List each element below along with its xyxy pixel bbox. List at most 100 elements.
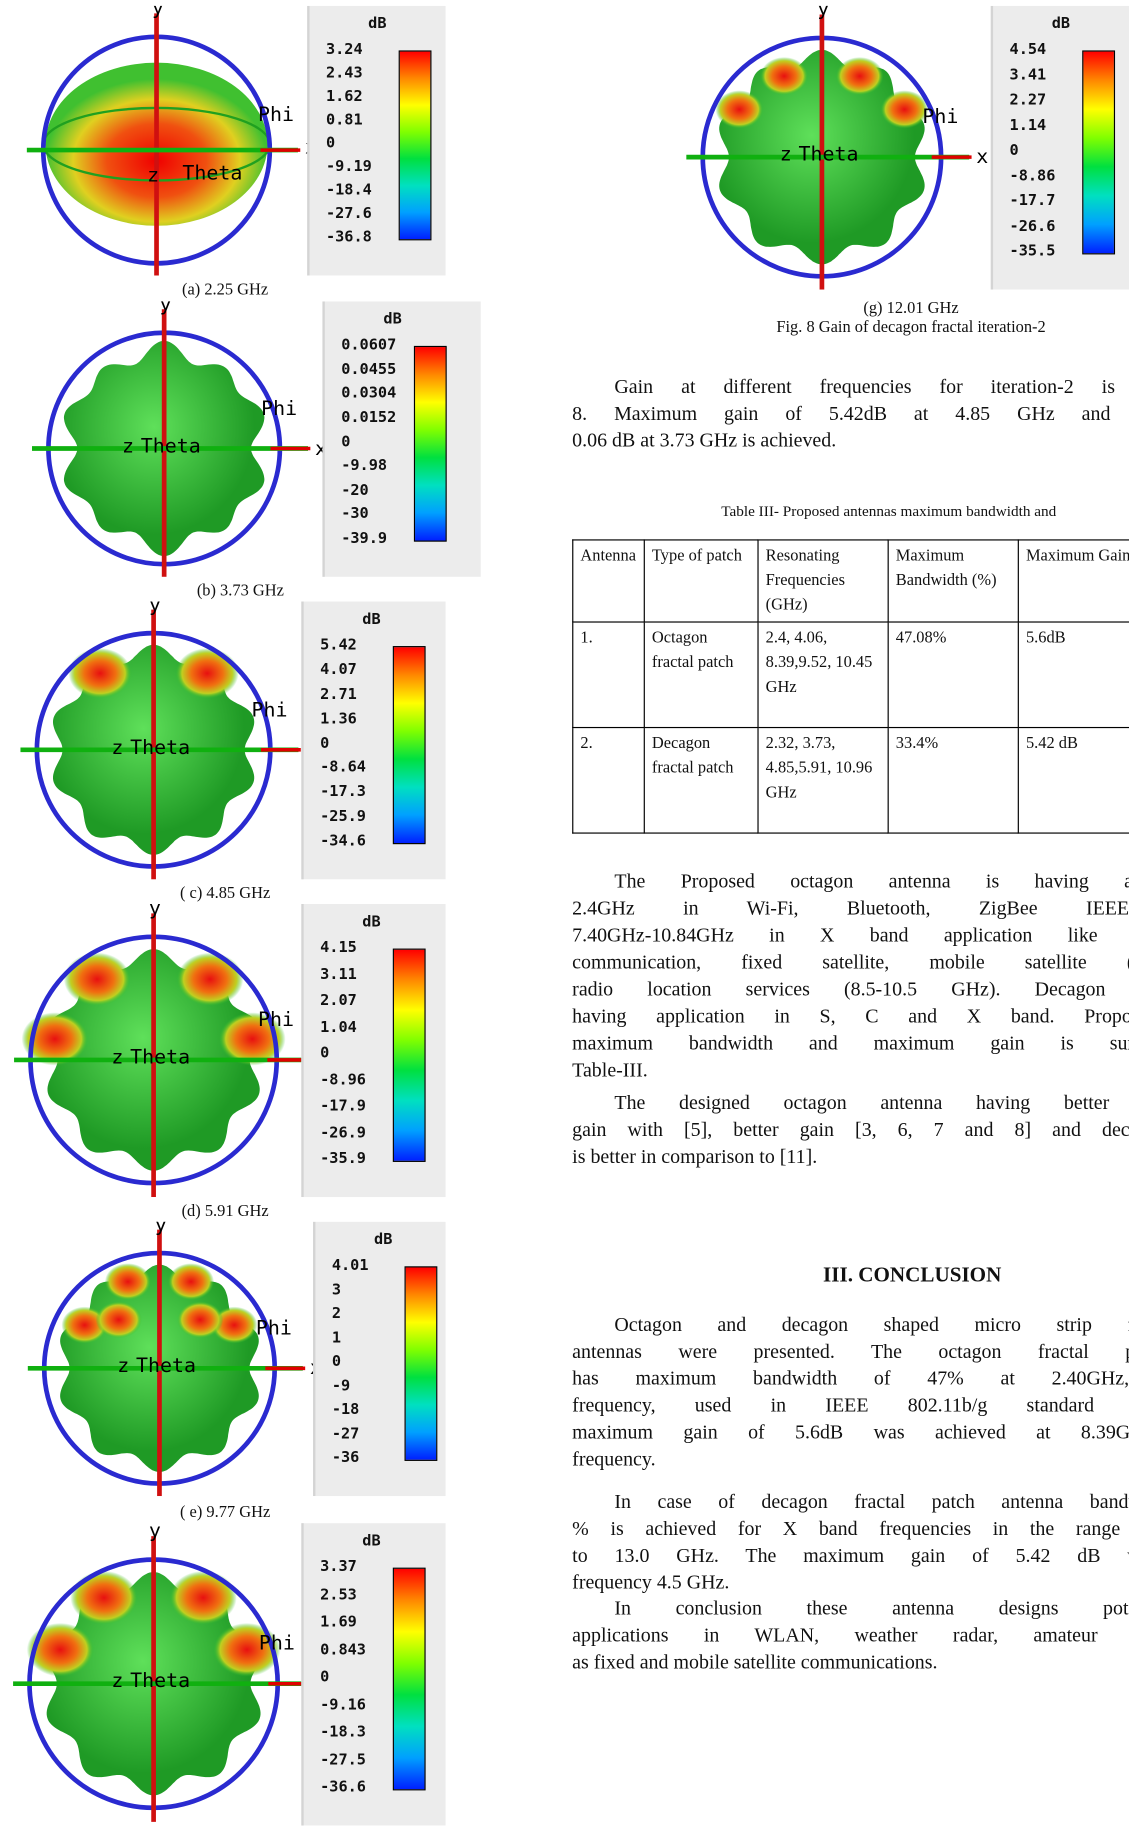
text-line: The designed octagon antenna having bett… [572, 1092, 1129, 1115]
text-line: applications in WLAN, weather radar, ama… [572, 1624, 1129, 1647]
radiation-pattern [6, 6, 307, 276]
cell: 5.42 dB [1018, 728, 1129, 834]
colorbar-label: -8.86 [1010, 167, 1056, 185]
colorbar-label: 0 [332, 1353, 341, 1371]
axis-label: z [117, 1354, 129, 1377]
colorbar-label: 1.69 [320, 1613, 357, 1631]
axis-label: y [149, 1523, 161, 1543]
colorbar-label: 2.43 [326, 64, 363, 82]
colorbar-label: -30 [341, 506, 369, 524]
colorbar-label: -34.6 [320, 832, 366, 850]
axis-label: z [122, 434, 134, 457]
axis-label: Phi [258, 1008, 294, 1031]
colorbar-gradient [393, 1568, 426, 1791]
colorbar: dB0.06070.04550.03040.01520-9.98-20-30-3… [322, 301, 480, 577]
colorbar-gradient [399, 50, 432, 240]
text-line: maximum gain of 5.6dB was achieved at 8.… [572, 1421, 1129, 1444]
colorbar-label: 2.07 [320, 992, 357, 1010]
colorbar-gradient [414, 346, 447, 542]
colorbar-unit: dB [362, 1532, 380, 1550]
colorbar-label: 0 [320, 1045, 329, 1063]
colorbar-label: 4.01 [332, 1257, 369, 1275]
text-line: having application in S, C and X band. P… [572, 1005, 1129, 1028]
axis-label: Theta [798, 143, 858, 166]
header-cell: Maximum Gain (dB) [1018, 540, 1129, 622]
colorbar-unit: dB [1052, 15, 1070, 33]
colorbar: dB4.013210-9-18-27-36 [313, 1222, 445, 1496]
colorbar-label: -25.9 [320, 808, 366, 826]
colorbar-label: 2.27 [1010, 91, 1047, 109]
colorbar-label: -27 [332, 1425, 360, 1443]
colorbar-label: -18.3 [320, 1724, 366, 1742]
colorbar-label: 0 [326, 135, 335, 153]
colorbar-label: 0.843 [320, 1641, 366, 1659]
colorbar: dB5.424.072.711.360-8.64-17.3-25.9-34.6 [301, 601, 445, 879]
axis-label: Phi [922, 106, 958, 129]
figure-caption: Fig. 8 Gain of decagon fractal iteration… [653, 319, 1129, 338]
text-line: In conclusion these antenna designs pote… [572, 1597, 1129, 1620]
text-line: as fixed and mobile satellite communicat… [572, 1651, 1129, 1674]
colorbar-unit: dB [362, 913, 380, 931]
colorbar-label: -27.5 [320, 1751, 366, 1769]
text-line: radio location services (8.5-10.5 GHz). … [572, 978, 1129, 1001]
axis-label: y [155, 1222, 167, 1237]
header-cell: Resonating Frequencies (GHz) [758, 540, 888, 622]
axis-label: Theta [130, 1046, 190, 1069]
figure-subcaption: (d) 5.91 GHz [108, 1203, 343, 1222]
text-line: to 13.0 GHz. The maximum gain of 5.42 dB… [572, 1544, 1129, 1567]
colorbar-label: 0.0152 [341, 409, 396, 427]
axis-label: z [111, 1046, 123, 1069]
colorbar-label: 3.41 [1010, 66, 1047, 84]
text-line: has maximum bandwidth of 47% at 2.40GHz, [572, 1367, 1129, 1390]
colorbar-label: 3.11 [320, 966, 357, 984]
text-line: Gain at different frequencies for iterat… [572, 375, 1129, 398]
colorbar-label: -17.3 [320, 784, 366, 802]
colorbar-label: -35.9 [320, 1150, 366, 1168]
colorbar-label: 1 [332, 1329, 341, 1347]
colorbar-label: 2 [332, 1305, 341, 1323]
table-header: Antenna Type of patch Resonating Frequen… [573, 540, 1129, 622]
colorbar-label: -9.98 [341, 457, 387, 475]
axis-label: Theta [130, 736, 190, 759]
text-line: Table-III. [572, 1059, 1129, 1082]
colorbar-label: -8.64 [320, 759, 366, 777]
cell: Octagon fractal patch [644, 622, 758, 728]
axis-label: Phi [256, 1317, 292, 1340]
colorbar-label: 2.53 [320, 1586, 357, 1604]
table-row: 2. Decagon fractal patch 2.32, 3.73, 4.8… [573, 728, 1129, 834]
cell: 33.4% [888, 728, 1018, 834]
figure-subcaption: (a) 2.25 GHz [108, 281, 343, 300]
colorbar-label: 2.71 [320, 686, 357, 704]
colorbar-unit: dB [374, 1231, 392, 1249]
colorbar-label: -18.4 [326, 182, 372, 200]
page: {"figures":[ {"caption":"(a) 2.25 GHz","… [0, 0, 1129, 1839]
colorbar-label: 0.0304 [341, 385, 396, 403]
axis-label: y [149, 601, 161, 616]
colorbar-gradient [393, 949, 426, 1162]
text-line: 2.4GHz in Wi-Fi, Bluetooth, ZigBee IEEE [572, 897, 1129, 920]
pattern-figure: yPhixzThetadB3.242.431.620.810-9.19-18.4… [6, 6, 446, 276]
colorbar-label: -17.9 [320, 1097, 366, 1115]
colorbar: dB4.153.112.071.040-8.96-17.9-26.9-35.9 [301, 904, 445, 1197]
axis-label: y [159, 301, 171, 316]
cell: 2.32, 3.73, 4.85,5.91, 10.96 GHz [758, 728, 888, 834]
text-line: Octagon and decagon shaped micro strip f… [572, 1313, 1129, 1336]
pattern-figure: yPhixzThetadB3.372.531.690.8430-9.16-18.… [6, 1523, 446, 1826]
colorbar-label: 1.62 [326, 88, 363, 106]
axis-label: x [976, 145, 988, 168]
colorbar-label: -20 [341, 482, 369, 500]
colorbar-label: -17.7 [1010, 192, 1056, 210]
axis-label: y [149, 904, 161, 920]
colorbar-label: -9 [332, 1377, 350, 1395]
axis-label: y [817, 6, 829, 22]
pattern-figure: yPhixzThetadB5.424.072.711.360-8.64-17.3… [6, 601, 446, 879]
text-line: frequency. [572, 1448, 1129, 1471]
axis-label: Phi [259, 1632, 295, 1655]
cell: 1. [573, 622, 645, 728]
colorbar-label: 0 [341, 433, 350, 451]
colorbar-label: 0.0607 [341, 337, 396, 355]
